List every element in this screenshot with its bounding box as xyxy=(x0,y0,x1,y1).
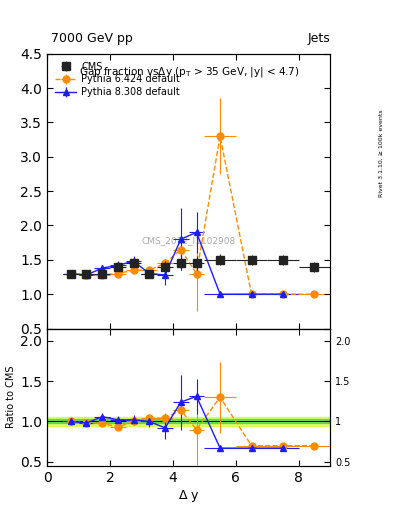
Bar xyxy=(47,419,330,423)
X-axis label: $\Delta$ y: $\Delta$ y xyxy=(178,487,199,504)
Y-axis label: Ratio to CMS: Ratio to CMS xyxy=(6,366,16,429)
Legend: CMS, Pythia 6.424 default, Pythia 8.308 default: CMS, Pythia 6.424 default, Pythia 8.308 … xyxy=(52,58,183,100)
Bar xyxy=(47,417,330,425)
Text: 7000 GeV pp: 7000 GeV pp xyxy=(51,32,133,45)
Text: CMS_2012_I1102908: CMS_2012_I1102908 xyxy=(141,236,236,245)
Text: Gap fraction vs$\Delta$y (p$_\mathrm{T}$ > 35 GeV, |y| < 4.7): Gap fraction vs$\Delta$y (p$_\mathrm{T}$… xyxy=(79,65,299,79)
Text: Rivet 3.1.10, ≥ 100k events: Rivet 3.1.10, ≥ 100k events xyxy=(379,110,384,198)
Text: Jets: Jets xyxy=(307,32,330,45)
